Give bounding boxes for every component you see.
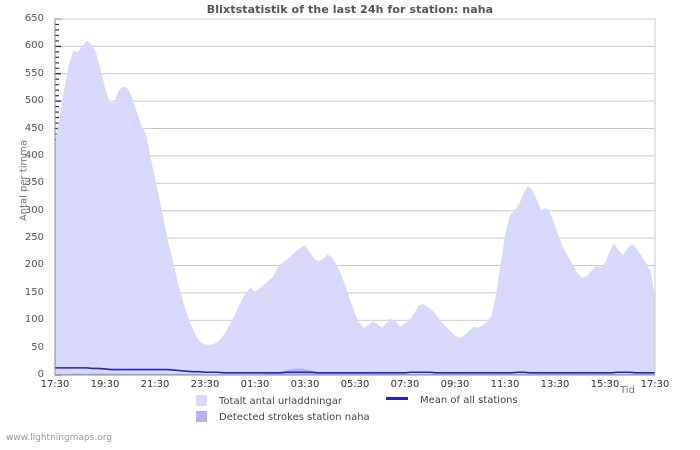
x-tick-label: 15:30 [590, 379, 620, 390]
series-mean-line [55, 367, 655, 374]
y-tick-label: 150 [24, 286, 44, 298]
legend-label: Mean of all stations [420, 395, 518, 406]
legend-item[interactable]: Mean of all stations [386, 395, 518, 406]
x-axis-title: Tid [620, 385, 635, 396]
legend-label: Totalt antal urladdningar [219, 396, 343, 407]
y-tick-label: 100 [24, 314, 44, 326]
plot-area [54, 18, 656, 376]
x-tick-label: 13:30 [540, 379, 570, 390]
x-tick-label: 23:30 [190, 379, 220, 390]
legend-color-swatch [196, 411, 207, 422]
y-tick-label: 450 [24, 122, 44, 134]
x-tick-label: 05:30 [340, 379, 370, 390]
y-tick-label: 400 [24, 149, 44, 161]
legend-item[interactable]: Totalt antal urladdningar [196, 395, 342, 407]
y-tick-label: 200 [24, 259, 44, 271]
y-tick-label: 50 [31, 341, 44, 353]
legend-line-marker [386, 397, 408, 400]
x-tick-label: 03:30 [290, 379, 320, 390]
footer-credit: www.lightningmaps.org [6, 433, 112, 443]
legend-color-swatch [196, 395, 207, 406]
x-tick-label: 01:30 [240, 379, 270, 390]
series-detected-strokes-area [55, 368, 655, 375]
legend-label: Detected strokes station naha [219, 412, 370, 423]
x-tick-label: 21:30 [140, 379, 170, 390]
page-title: Blixtstatistik of the last 24h for stati… [206, 3, 494, 16]
y-tick-label: 650 [24, 13, 44, 24]
legend-item[interactable]: Detected strokes station naha [196, 411, 370, 423]
series-total-discharges-area [55, 40, 655, 375]
y-tick-label: 300 [24, 204, 44, 216]
x-tick-label: 19:30 [90, 379, 120, 390]
x-tick-label: 17:30 [640, 379, 670, 390]
y-tick-label: 500 [24, 95, 44, 107]
y-tick-label: 250 [24, 232, 44, 244]
x-tick-label: 17:30 [40, 379, 70, 390]
x-tick-label: 11:30 [490, 379, 520, 390]
y-tick-label: 350 [24, 177, 44, 189]
chart-legend: Totalt antal urladdningar Detected stroke… [0, 394, 700, 428]
y-tick-label: 600 [24, 40, 44, 52]
x-tick-label: 07:30 [390, 379, 420, 390]
y-tick-label: 0 [37, 369, 44, 380]
x-tick-label: 09:30 [440, 379, 470, 390]
y-tick-label: 550 [24, 67, 44, 79]
